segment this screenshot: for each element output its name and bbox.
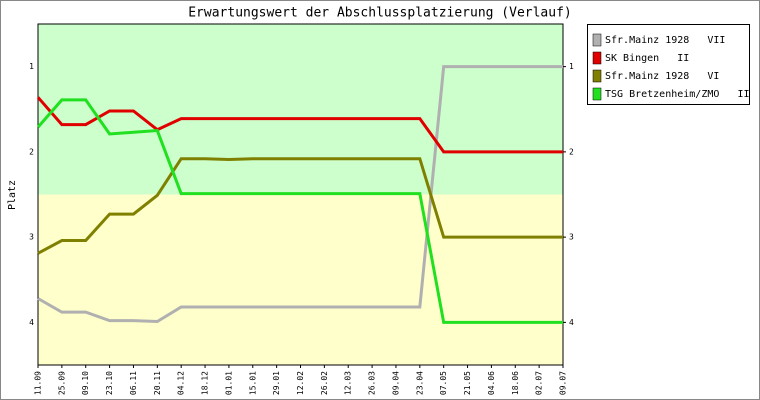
x-tick-label: 11.09 <box>34 371 43 395</box>
legend-swatch <box>592 87 602 101</box>
y-tick-label: 4 <box>29 318 34 327</box>
x-tick-label: 15.01 <box>248 371 257 395</box>
legend-label: TSG Bretzenheim/ZMO II <box>605 89 750 100</box>
x-tick-label: 23.04 <box>415 371 424 395</box>
y-tick-label-right: 4 <box>569 318 574 327</box>
series-line <box>37 65 563 324</box>
legend-box <box>587 24 750 105</box>
y-tick-label-right: 1 <box>569 62 574 71</box>
x-tick-label: 04.06 <box>487 371 496 395</box>
legend-label: Sfr.Mainz 1928 VI <box>605 71 719 82</box>
series-line <box>36 98 563 324</box>
x-tick-label: 04.12 <box>177 371 186 395</box>
x-tick-label: 09.10 <box>81 371 90 395</box>
y-tick-label: 1 <box>29 62 34 71</box>
x-tick-label: 12.02 <box>296 371 305 395</box>
band <box>38 24 563 195</box>
y-tick-label-right: 2 <box>569 147 574 156</box>
x-tick-label: 20.11 <box>153 371 162 395</box>
legend-swatch <box>592 51 602 65</box>
y-tick-label: 3 <box>29 233 34 242</box>
x-tick-label: 26.02 <box>320 371 329 395</box>
series-line <box>37 157 563 255</box>
x-tick-label: 18.06 <box>511 371 520 395</box>
x-tick-label: 06.11 <box>129 371 138 395</box>
x-tick-label: 09.04 <box>391 371 400 395</box>
x-tick-label: 21.05 <box>463 371 472 395</box>
x-tick-label: 29.01 <box>272 371 281 395</box>
x-tick-label: 01.01 <box>224 371 233 395</box>
legend-label: SK Bingen II <box>605 53 689 64</box>
chart-title: Erwartungswert der Abschlussplatzierung … <box>188 6 572 21</box>
y-tick-label: 2 <box>29 147 34 156</box>
x-tick-label: 18.12 <box>201 371 210 395</box>
y-axis-label: Platz <box>7 180 18 210</box>
legend-swatch <box>592 69 602 83</box>
x-tick-label: 23.10 <box>105 371 114 395</box>
x-tick-label: 12.03 <box>344 371 353 395</box>
band <box>38 194 563 365</box>
x-tick-label: 02.07 <box>535 371 544 395</box>
x-tick-label: 26.03 <box>368 371 377 395</box>
x-tick-label: 25.09 <box>57 371 66 395</box>
y-tick-label-right: 3 <box>569 233 574 242</box>
legend-swatch <box>592 33 602 47</box>
x-tick-label: 07.05 <box>439 371 448 395</box>
legend-label: Sfr.Mainz 1928 VII <box>605 35 725 46</box>
series-line <box>36 96 563 154</box>
x-tick-label: 09.07 <box>559 371 568 395</box>
